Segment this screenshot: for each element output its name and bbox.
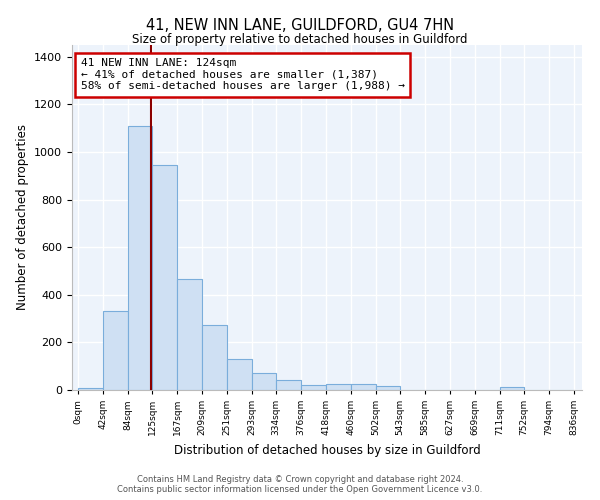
Bar [152,165,177,390]
Y-axis label: Number of detached properties: Number of detached properties [16,124,29,310]
Bar [78,388,103,390]
Bar [376,386,400,390]
Bar [177,280,202,390]
X-axis label: Distribution of detached houses by size in Guildford: Distribution of detached houses by size … [173,444,481,456]
Bar [227,359,251,390]
Text: Contains HM Land Registry data © Crown copyright and database right 2024.
Contai: Contains HM Land Registry data © Crown c… [118,474,482,494]
Bar [202,324,227,390]
Text: Size of property relative to detached houses in Guildford: Size of property relative to detached ho… [132,32,468,46]
Bar [326,384,351,390]
Bar [351,384,376,390]
Bar [301,385,326,390]
Bar [103,312,128,390]
Bar [276,380,301,390]
Text: 41 NEW INN LANE: 124sqm
← 41% of detached houses are smaller (1,387)
58% of semi: 41 NEW INN LANE: 124sqm ← 41% of detache… [81,58,405,92]
Bar [500,387,524,390]
Text: 41, NEW INN LANE, GUILDFORD, GU4 7HN: 41, NEW INN LANE, GUILDFORD, GU4 7HN [146,18,454,32]
Bar [128,126,152,390]
Bar [251,374,276,390]
